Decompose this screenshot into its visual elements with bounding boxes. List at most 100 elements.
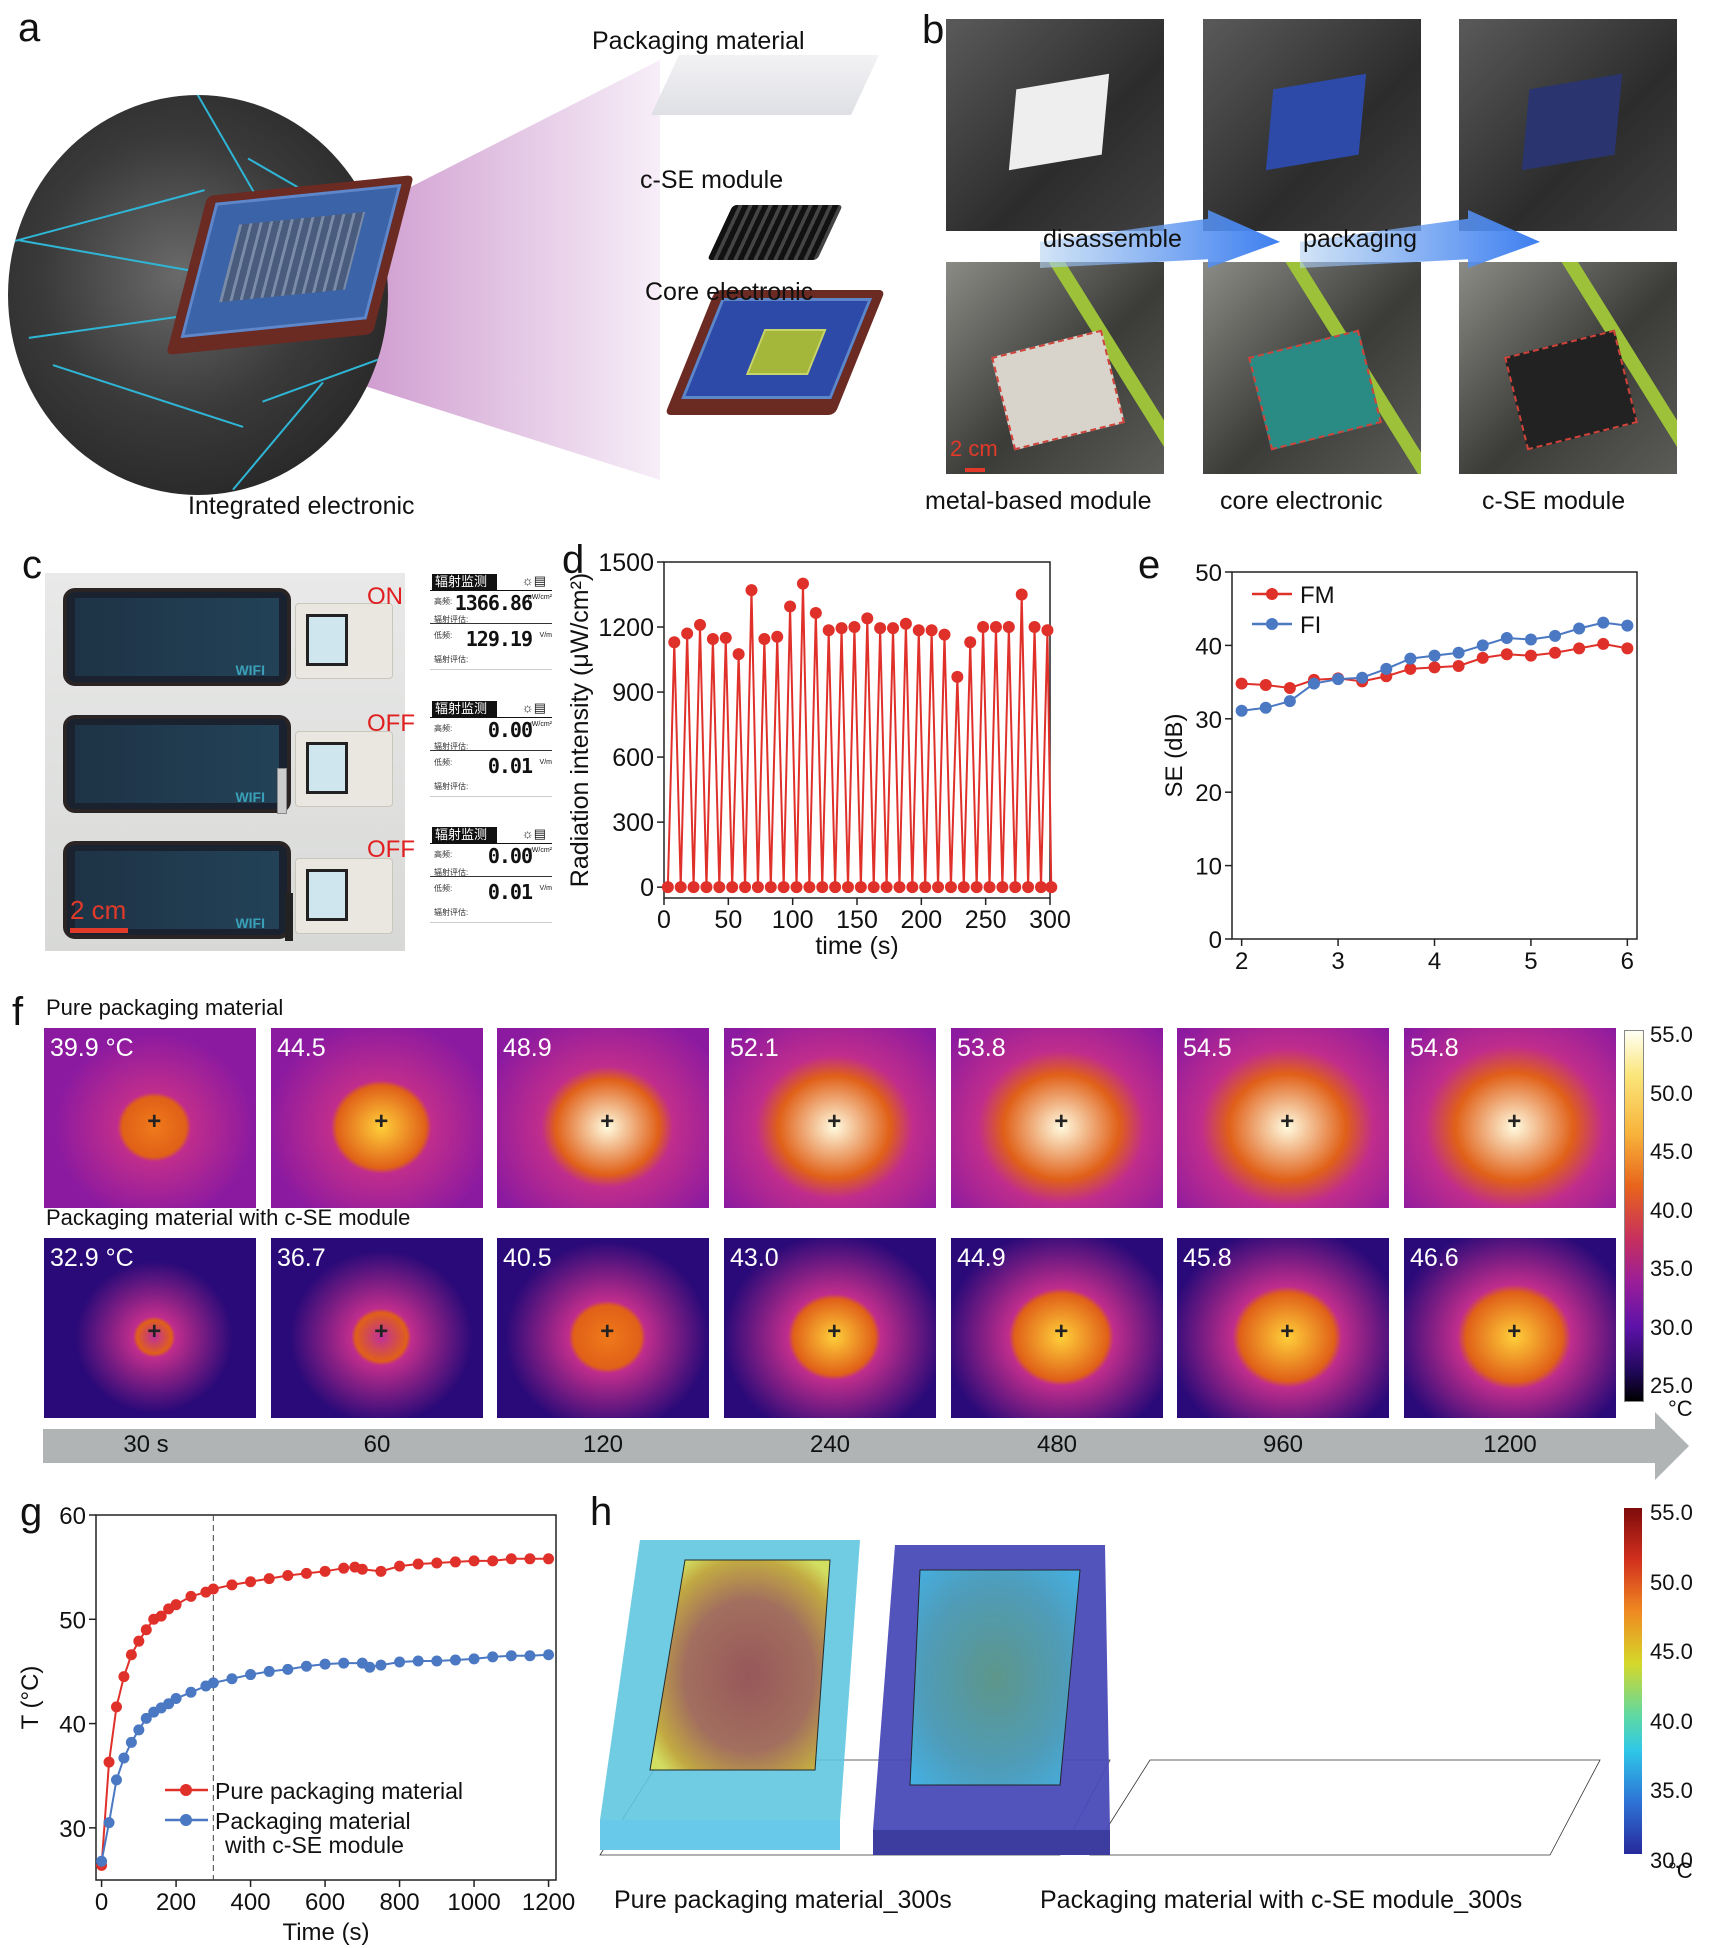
x-tick-label: 200: [900, 906, 942, 934]
data-point: [1404, 662, 1417, 675]
data-point: [661, 881, 674, 894]
data-point: [1015, 588, 1028, 601]
data-point: [1045, 881, 1058, 894]
panel-h-letter: h: [590, 1490, 613, 1534]
readout-off-1: 辐射监测 ☼▤ 高频: 0.00 μW/cm² 辐射评估: 低频: 0.01 V/m …: [430, 700, 552, 797]
data-point: [1356, 671, 1369, 684]
y-axis-label: SE (dB): [1161, 713, 1188, 797]
data-point: [1476, 639, 1489, 652]
y-tick-label: 30: [1195, 707, 1222, 734]
packaging-label: packaging: [1303, 225, 1417, 253]
data-point: [977, 621, 990, 634]
data-point: [880, 881, 893, 894]
y-tick-label: 50: [1195, 560, 1222, 587]
pure-packaging-slab: [600, 1540, 860, 1850]
data-point: [1549, 646, 1562, 659]
legend-label: Packaging material: [215, 1808, 411, 1834]
data-point: [996, 881, 1009, 894]
data-point: [726, 881, 739, 894]
thermal-tile: 43.0 +: [724, 1238, 936, 1418]
temperature-time-chart: 0 200 400 600 800 1000 1200 30 40 50 60 Time (s) T (…: [20, 1503, 575, 1945]
x-tick-label: 600: [305, 1889, 345, 1916]
data-point: [861, 612, 874, 625]
data-point: [944, 881, 957, 894]
data-point: [938, 628, 951, 641]
data-point: [790, 881, 803, 894]
data-point: [300, 1567, 312, 1579]
max-temperature-label: 32.9 °C: [50, 1244, 134, 1272]
data-point: [412, 1655, 424, 1667]
data-point: [758, 632, 771, 645]
legend-marker: [180, 1784, 192, 1796]
time-label: 120: [582, 1431, 624, 1458]
data-point: [207, 1583, 219, 1595]
data-point: [1022, 881, 1035, 894]
cse-packaging-slab: [873, 1545, 1110, 1855]
crosshair-icon: +: [1054, 1317, 1069, 1345]
data-point: [364, 1661, 376, 1673]
data-point: [829, 881, 842, 894]
thermal-tile: 40.5 +: [497, 1238, 709, 1418]
thermal-tile: 36.7 +: [271, 1238, 483, 1418]
data-point: [133, 1724, 145, 1736]
crosshair-icon: +: [827, 1317, 842, 1345]
data-point: [899, 617, 912, 630]
y-tick-label: 900: [612, 679, 654, 707]
render-core-electronic: [1203, 19, 1421, 231]
data-point: [951, 670, 964, 683]
data-point: [867, 881, 880, 894]
data-point: [719, 631, 732, 644]
time-label: 60: [363, 1431, 391, 1458]
data-point: [957, 881, 970, 894]
data-point: [185, 1686, 197, 1698]
data-point: [263, 1573, 275, 1585]
x-tick-label: 200: [156, 1889, 196, 1916]
photo-core-electronic: [1203, 262, 1421, 474]
radiation-meter-1: [295, 603, 393, 679]
data-point: [282, 1663, 294, 1675]
crosshair-icon: +: [147, 1317, 162, 1345]
data-point: [1283, 695, 1296, 708]
data-point: [777, 881, 790, 894]
data-point: [1404, 652, 1417, 665]
state-off-1: OFF: [367, 710, 415, 737]
colorbar-tick-label: 30.0: [1650, 1314, 1693, 1340]
max-temperature-label: 39.9 °C: [50, 1034, 134, 1062]
thermal-tile: 54.8 +: [1404, 1028, 1616, 1208]
data-point: [487, 1555, 499, 1567]
x-tick-label: 250: [965, 906, 1007, 934]
readout-off-2: 辐射监测 ☼▤ 高频: 0.00 μW/cm² 辐射评估: 低频: 0.01 V/m …: [430, 826, 552, 923]
data-point: [970, 881, 983, 894]
data-point: [1235, 677, 1248, 690]
x-tick-label: 0: [657, 906, 671, 934]
sim-colorbar-tick-label: 55.0: [1650, 1500, 1693, 1525]
b-scale-bar: [965, 468, 985, 472]
x-tick-label: 100: [772, 906, 814, 934]
time-label: 1200: [1483, 1431, 1537, 1458]
data-point: [1597, 637, 1610, 650]
y-tick-label: 0: [1209, 927, 1222, 954]
max-temperature-label: 53.8: [957, 1034, 1006, 1062]
colorbar-tick-label: 25.0: [1650, 1373, 1693, 1398]
data-point: [1307, 677, 1320, 690]
data-point: [713, 881, 726, 894]
data-point: [803, 881, 816, 894]
time-axis-arrow: [43, 1429, 1655, 1463]
max-temperature-label: 54.5: [1183, 1034, 1232, 1062]
data-point: [1380, 662, 1393, 675]
data-point: [1428, 649, 1441, 662]
x-tick-label: 150: [836, 906, 878, 934]
thermal-colorbar: [1624, 1030, 1644, 1402]
y-axis-label: Radiation intensity (μW/cm²): [566, 573, 594, 887]
data-point: [919, 881, 932, 894]
data-point: [133, 1635, 145, 1647]
crosshair-icon: +: [374, 1107, 389, 1135]
data-point: [809, 606, 822, 619]
data-point: [118, 1752, 130, 1764]
phone-2: WIFI: [63, 715, 291, 813]
data-point: [505, 1553, 517, 1565]
crosshair-icon: +: [1507, 1317, 1522, 1345]
data-point: [687, 881, 700, 894]
time-axis-arrowhead: [1655, 1412, 1689, 1480]
data-point: [1259, 701, 1272, 714]
